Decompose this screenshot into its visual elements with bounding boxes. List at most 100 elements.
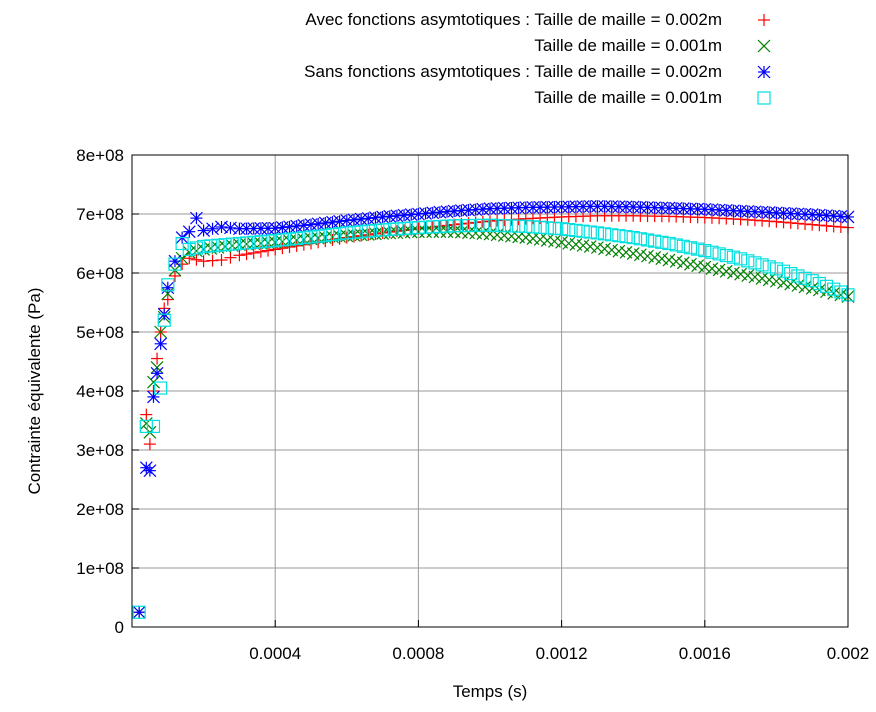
data-point	[247, 235, 261, 249]
data-point	[175, 251, 189, 265]
data-point	[347, 225, 361, 239]
data-point	[261, 234, 275, 248]
data-point	[776, 264, 791, 278]
y-axis-label: Contrainte équivalente (Pa)	[25, 288, 44, 495]
legend-marker	[757, 39, 771, 53]
x-axis-label: Temps (s)	[453, 682, 528, 701]
data-point	[325, 227, 340, 242]
data-point	[282, 232, 297, 246]
data-point	[519, 219, 533, 233]
data-point	[769, 262, 784, 276]
data-point	[232, 236, 246, 251]
data-point	[275, 233, 289, 247]
data-point	[418, 220, 433, 234]
data-point	[461, 218, 476, 233]
data-point	[154, 325, 168, 339]
data-point	[691, 242, 705, 256]
data-point	[798, 271, 812, 285]
data-point	[497, 219, 511, 233]
data-point	[197, 224, 211, 237]
data-point	[224, 251, 237, 264]
data-point	[569, 223, 583, 238]
data-point	[168, 254, 182, 268]
data-point	[368, 223, 383, 238]
data-point	[204, 239, 218, 253]
data-point	[483, 218, 497, 232]
data-point	[318, 228, 332, 242]
data-point	[640, 233, 655, 247]
data-point	[526, 220, 540, 234]
data-point	[233, 249, 246, 262]
data-point	[132, 605, 146, 619]
data-point	[791, 269, 805, 283]
data-point	[311, 229, 325, 243]
data-point	[705, 245, 719, 259]
x-tick-label: 0.0004	[249, 644, 301, 663]
data-point	[597, 227, 612, 241]
data-point	[132, 605, 146, 619]
series-2	[132, 225, 855, 619]
data-point	[354, 225, 368, 239]
y-tick-label: 4e+08	[76, 382, 124, 401]
data-point	[404, 221, 418, 235]
data-point	[218, 238, 232, 252]
data-point	[154, 337, 168, 351]
data-point	[154, 381, 168, 395]
data-point	[225, 237, 239, 251]
legend-marker	[757, 65, 771, 79]
data-point	[143, 438, 156, 451]
y-tick-label: 2e+08	[76, 500, 124, 519]
data-point	[619, 230, 633, 244]
data-point	[161, 293, 174, 306]
data-point	[712, 247, 726, 261]
data-point	[215, 254, 228, 267]
data-point	[655, 235, 669, 249]
data-point	[150, 366, 164, 380]
data-point	[354, 212, 368, 226]
data-point	[383, 222, 397, 237]
data-point	[269, 243, 282, 256]
data-point	[433, 219, 447, 234]
data-point	[197, 239, 211, 254]
data-point	[146, 419, 161, 433]
y-tick-label: 1e+08	[76, 559, 124, 578]
data-point	[590, 226, 605, 240]
data-point	[490, 218, 504, 233]
data-point	[476, 218, 490, 232]
data-point	[719, 248, 733, 263]
y-tick-label: 8e+08	[76, 146, 124, 165]
data-point	[512, 219, 526, 233]
data-point	[576, 224, 590, 238]
data-point	[340, 231, 353, 244]
data-point	[476, 215, 489, 228]
data-point	[290, 239, 303, 252]
data-point	[297, 231, 311, 245]
data-point	[139, 417, 153, 430]
data-point	[397, 221, 411, 236]
data-point	[140, 408, 153, 421]
series-3	[132, 199, 855, 619]
data-point	[161, 281, 175, 295]
data-point	[748, 256, 762, 270]
data-point	[626, 200, 640, 214]
data-point	[676, 239, 690, 253]
data-point	[547, 221, 562, 235]
data-point	[733, 252, 748, 266]
x-tick-label: 0.002	[827, 644, 870, 663]
data-point	[441, 219, 454, 232]
y-tick-label: 0	[115, 618, 124, 637]
data-point	[139, 419, 153, 433]
data-point	[283, 241, 296, 254]
data-point	[376, 223, 390, 237]
x-tick-label: 0.0008	[392, 644, 444, 663]
data-point	[147, 390, 160, 404]
legend: Avec fonctions asymtotiques : Taille de …	[304, 10, 771, 107]
data-point	[143, 464, 157, 478]
data-point	[533, 220, 547, 234]
data-point	[340, 226, 354, 240]
data-point	[555, 200, 569, 214]
data-point	[554, 222, 569, 236]
data-point	[448, 218, 461, 231]
